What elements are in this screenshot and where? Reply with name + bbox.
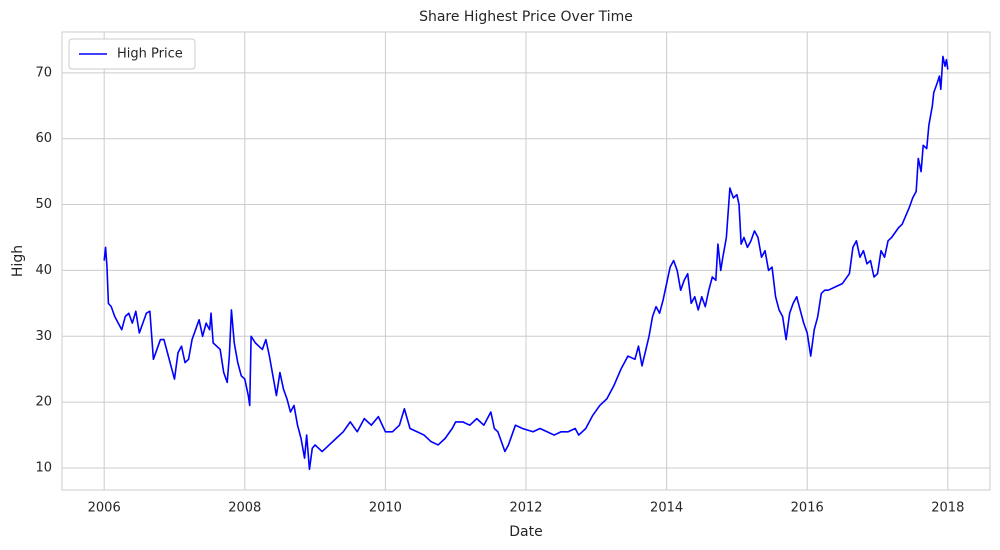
y-tick-label: 60 (35, 131, 52, 146)
y-tick-label: 50 (35, 197, 52, 212)
chart-title: Share Highest Price Over Time (419, 9, 633, 25)
y-tick-label: 10 (35, 461, 52, 476)
legend-label: High Price (117, 47, 183, 62)
y-tick-label: 20 (35, 395, 52, 410)
y-tick-label: 70 (35, 65, 52, 80)
line-series (103, 55, 949, 471)
x-tick-label: 2016 (791, 501, 824, 516)
x-tick-label: 2012 (509, 501, 542, 516)
x-tick-label: 2010 (369, 501, 402, 516)
legend-box (68, 38, 196, 70)
y-tick-label: 30 (35, 329, 52, 344)
x-tick-label: 2014 (650, 501, 683, 516)
x-tick-label: 2018 (931, 501, 964, 516)
x-tick-label: 2008 (228, 501, 261, 516)
x-axis-label: Date (509, 524, 542, 540)
x-tick-label: 2006 (88, 501, 121, 516)
y-tick-label: 40 (35, 263, 52, 278)
y-axis-label: High (10, 245, 26, 277)
